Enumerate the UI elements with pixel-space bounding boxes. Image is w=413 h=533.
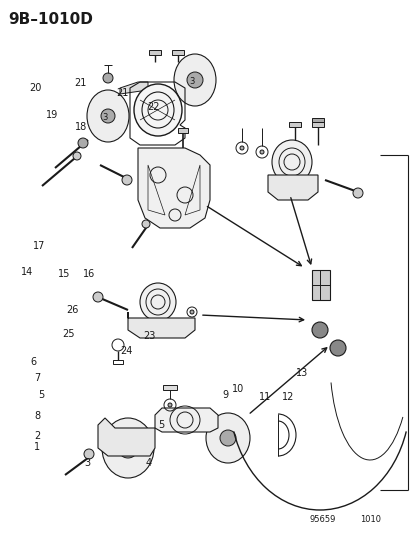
- Circle shape: [84, 449, 94, 459]
- Circle shape: [168, 403, 171, 407]
- Text: 3: 3: [102, 114, 107, 123]
- Bar: [288, 122, 300, 127]
- Circle shape: [118, 438, 138, 458]
- Text: 10: 10: [231, 384, 244, 394]
- Text: 14: 14: [21, 267, 33, 277]
- Circle shape: [122, 175, 132, 185]
- Text: 24: 24: [120, 346, 132, 356]
- Text: 22: 22: [147, 102, 159, 111]
- Text: 26: 26: [66, 305, 78, 315]
- Ellipse shape: [102, 418, 154, 478]
- Circle shape: [259, 150, 263, 154]
- Text: 11: 11: [258, 392, 271, 402]
- Bar: [149, 50, 161, 55]
- Circle shape: [187, 72, 202, 88]
- Ellipse shape: [140, 283, 176, 321]
- Bar: [113, 360, 123, 364]
- Ellipse shape: [173, 54, 216, 106]
- Text: 95659: 95659: [309, 515, 335, 524]
- Text: 16: 16: [83, 270, 95, 279]
- Circle shape: [240, 146, 243, 150]
- Polygon shape: [98, 418, 154, 456]
- Polygon shape: [120, 82, 147, 94]
- Text: 8: 8: [34, 411, 40, 421]
- Circle shape: [93, 292, 103, 302]
- Polygon shape: [138, 148, 209, 228]
- Text: 3: 3: [189, 77, 194, 86]
- Text: 9B–1010D: 9B–1010D: [8, 12, 93, 27]
- Bar: [178, 128, 188, 133]
- Circle shape: [190, 310, 194, 314]
- Bar: [311, 122, 323, 127]
- Text: 20: 20: [29, 83, 41, 93]
- Polygon shape: [128, 312, 195, 338]
- Polygon shape: [267, 175, 317, 200]
- Text: 19: 19: [45, 110, 58, 119]
- Text: 17: 17: [33, 241, 45, 251]
- Ellipse shape: [271, 140, 311, 184]
- Text: 18: 18: [74, 122, 87, 132]
- Circle shape: [219, 430, 235, 446]
- Text: 9: 9: [222, 391, 228, 400]
- Text: 15: 15: [58, 270, 70, 279]
- Bar: [311, 270, 329, 300]
- Bar: [163, 385, 177, 390]
- Ellipse shape: [87, 90, 129, 142]
- Text: 5: 5: [38, 391, 45, 400]
- Circle shape: [329, 340, 345, 356]
- Text: 25: 25: [62, 329, 74, 338]
- Circle shape: [78, 138, 88, 148]
- Text: 1: 1: [34, 442, 40, 451]
- Ellipse shape: [134, 84, 182, 136]
- Text: 5: 5: [158, 421, 164, 430]
- Text: 3: 3: [84, 458, 90, 467]
- Circle shape: [73, 152, 81, 160]
- Text: 12: 12: [281, 392, 293, 402]
- Bar: [311, 118, 323, 122]
- Circle shape: [101, 109, 115, 123]
- Text: 21: 21: [116, 88, 128, 98]
- Text: 3: 3: [122, 446, 127, 455]
- Text: 13: 13: [295, 368, 308, 378]
- Text: 1010: 1010: [359, 515, 380, 524]
- Text: 6: 6: [30, 358, 36, 367]
- Text: 4: 4: [146, 458, 152, 467]
- Circle shape: [103, 73, 113, 83]
- Ellipse shape: [206, 413, 249, 463]
- Bar: [171, 50, 183, 55]
- Polygon shape: [154, 408, 218, 432]
- Text: 2: 2: [34, 431, 40, 441]
- Circle shape: [311, 322, 327, 338]
- Text: 23: 23: [142, 331, 155, 341]
- Text: 21: 21: [74, 78, 87, 87]
- Circle shape: [352, 188, 362, 198]
- Circle shape: [142, 220, 150, 228]
- Text: 7: 7: [34, 374, 40, 383]
